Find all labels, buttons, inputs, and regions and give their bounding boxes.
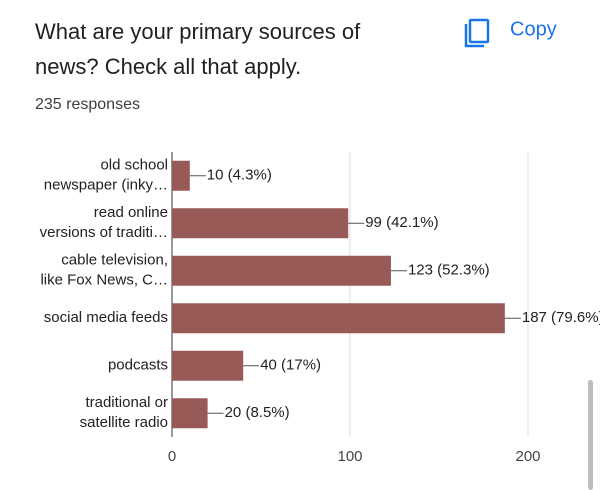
y-tick-label: newspaper (inky…	[44, 177, 168, 194]
x-tick-label: 200	[515, 448, 540, 465]
y-tick-label: cable television,	[61, 252, 168, 269]
x-tick-label: 100	[337, 448, 362, 465]
copy-label: Copy	[510, 18, 557, 40]
y-tick-label: social media feeds	[44, 309, 168, 326]
value-label: 123 (52.3%)	[408, 262, 490, 279]
y-tick-label: satellite radio	[80, 414, 168, 431]
bar	[172, 398, 208, 429]
x-tick-label: 0	[168, 448, 176, 465]
question-title: What are your primary sources of	[35, 19, 361, 44]
value-label: 10 (4.3%)	[207, 167, 272, 184]
copy-icon	[464, 24, 484, 48]
y-tick-label: like Fox News, C…	[40, 272, 168, 289]
bar	[172, 255, 391, 286]
bar	[172, 208, 349, 239]
copy-button[interactable]: Copy	[464, 18, 557, 48]
value-label: 187 (79.6%)	[522, 309, 600, 326]
y-tick-label: read online	[94, 204, 168, 221]
y-tick-label: versions of traditi…	[40, 224, 168, 241]
value-label: 40 (17%)	[260, 357, 321, 374]
scrollbar	[588, 380, 593, 490]
copy-icon	[468, 18, 490, 44]
bar	[172, 160, 190, 191]
y-tick-label: podcasts	[108, 357, 168, 374]
y-tick-label: old school	[100, 157, 168, 174]
question-title: news? Check all that apply.	[35, 54, 301, 79]
bar	[172, 350, 244, 381]
bar	[172, 303, 505, 334]
y-tick-label: traditional or	[85, 394, 168, 411]
value-label: 99 (42.1%)	[365, 214, 438, 231]
response-count: 235 responses	[35, 96, 140, 113]
value-label: 20 (8.5%)	[225, 404, 290, 421]
